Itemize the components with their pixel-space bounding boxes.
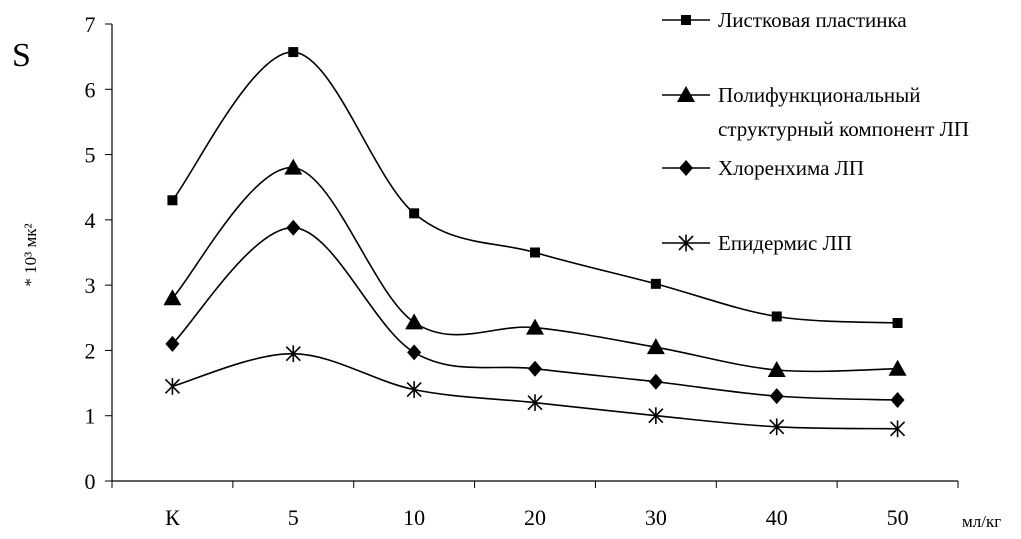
data-point-triangle — [888, 359, 907, 376]
x-tick-label: 30 — [645, 505, 667, 530]
data-point-diamond — [648, 373, 663, 390]
data-point-diamond — [286, 219, 301, 236]
data-point-square — [409, 208, 420, 219]
data-point-triangle — [163, 289, 182, 306]
data-point-triangle — [767, 361, 786, 378]
data-point-asterisk — [406, 381, 422, 398]
data-point-diamond — [165, 335, 180, 352]
x-axis-unit: мл/кг — [962, 512, 1001, 531]
legend-item-4: Епидермис ЛП — [662, 231, 852, 255]
data-point-diamond — [528, 360, 542, 377]
series-2 — [163, 158, 907, 378]
data-point-diamond — [769, 388, 784, 405]
legend-label: Епидермис ЛП — [718, 231, 852, 255]
data-point-asterisk — [890, 420, 906, 438]
y-tick-label: 3 — [85, 273, 96, 298]
data-point-asterisk — [527, 394, 543, 412]
legend-item-1: Листковая пластинка — [662, 8, 907, 32]
legend-marker-triangle — [677, 86, 695, 102]
x-tick-label: К — [165, 505, 180, 530]
legend-label: Полифункциональный структурный компонент … — [718, 83, 969, 141]
data-point-square — [288, 47, 299, 58]
data-point-triangle — [284, 158, 303, 175]
data-point-triangle — [646, 338, 665, 355]
series-line — [171, 166, 898, 373]
data-point-asterisk — [769, 418, 785, 436]
y-tick-label: 1 — [85, 404, 96, 429]
data-point-diamond — [407, 344, 422, 361]
x-tick-label: 50 — [887, 505, 909, 530]
y-tick-label: 0 — [85, 469, 96, 494]
x-tick-label: 40 — [766, 505, 788, 530]
legend-item-3: Хлоренхима ЛП — [662, 156, 864, 180]
data-point-square — [650, 278, 661, 289]
data-point-diamond — [890, 392, 905, 409]
data-point-square — [167, 195, 178, 206]
series-4 — [164, 345, 906, 438]
y-tick-label: 5 — [85, 143, 96, 168]
y-axis-label: * 10³ мк² — [21, 223, 40, 286]
legend-label: Хлоренхима ЛП — [718, 156, 864, 180]
series-3 — [165, 219, 905, 409]
y-tick-label: 7 — [85, 12, 96, 37]
data-point-triangle — [405, 313, 424, 330]
data-point-asterisk — [285, 345, 301, 363]
data-point-triangle — [526, 318, 544, 335]
x-tick-label: 20 — [524, 505, 546, 530]
data-point-asterisk — [648, 407, 664, 425]
legend: Листковая пластинка Полифункциональный стр… — [662, 8, 969, 255]
legend-marker-diamond — [679, 160, 693, 176]
legend-label: Листковая пластинка — [718, 8, 907, 32]
data-point-square — [892, 318, 903, 329]
y-tick-label: 4 — [85, 208, 96, 233]
y-axis-symbol: S — [12, 37, 31, 74]
y-tick-label: 6 — [85, 77, 96, 102]
series-lines — [163, 47, 907, 438]
axes: 0 1 2 3 4 5 6 7 К 5 10 20 30 40 50 S * 10³ мк² мл/кг — [12, 12, 1001, 531]
legend-marker-asterisk — [678, 234, 694, 252]
legend-marker-square — [681, 15, 691, 25]
x-tick-label: 5 — [288, 505, 299, 530]
data-point-asterisk — [164, 377, 180, 395]
legend-item-2: Полифункциональный структурный компонент … — [662, 83, 969, 141]
x-tick-label: 10 — [403, 505, 425, 530]
data-point-square — [530, 247, 540, 258]
y-tick-label: 2 — [85, 338, 96, 363]
data-point-square — [771, 311, 782, 322]
series-1 — [167, 47, 903, 329]
